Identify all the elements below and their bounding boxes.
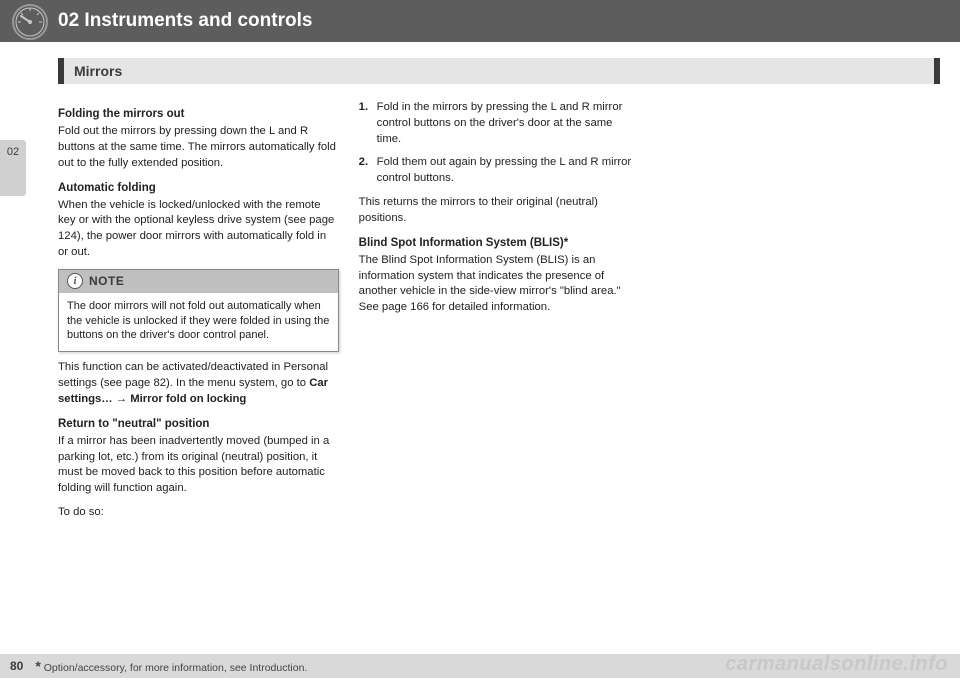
numbered-steps: Fold in the mirrors by pressing the L an… bbox=[359, 100, 640, 187]
note-header: i NOTE bbox=[59, 270, 338, 293]
footnote-text: Option/accessory, for more information, … bbox=[41, 662, 308, 674]
arrow-icon: → bbox=[113, 393, 131, 405]
column-1: Folding the mirrors out Fold out the mir… bbox=[58, 100, 339, 638]
heading-folding-out: Folding the mirrors out bbox=[58, 106, 339, 122]
info-icon: i bbox=[67, 273, 83, 289]
content-columns: Folding the mirrors out Fold out the mir… bbox=[58, 100, 940, 638]
gauge-icon bbox=[10, 2, 50, 42]
page: 02 Instruments and controls Mirrors 02 F… bbox=[0, 0, 960, 678]
page-number: 80 bbox=[10, 659, 23, 673]
note-label: NOTE bbox=[89, 273, 124, 290]
list-item: Fold them out again by pressing the L an… bbox=[359, 155, 640, 187]
list-item: Fold in the mirrors by pressing the L an… bbox=[359, 100, 640, 147]
heading-auto-folding: Automatic folding bbox=[58, 180, 339, 196]
body-text: If a mirror has been inadvertently moved… bbox=[58, 434, 339, 497]
body-text: This returns the mirrors to their origin… bbox=[359, 195, 640, 227]
text-run: This function can be activated/deactivat… bbox=[58, 361, 328, 389]
heading-neutral: Return to "neutral" position bbox=[58, 416, 339, 432]
note-body: The door mirrors will not fold out autom… bbox=[59, 293, 338, 352]
footer-note: * Option/accessory, for more information… bbox=[35, 658, 307, 674]
note-box: i NOTE The door mirrors will not fold ou… bbox=[58, 269, 339, 352]
section-bar: Mirrors bbox=[58, 58, 940, 84]
column-2: Fold in the mirrors by pressing the L an… bbox=[359, 100, 640, 638]
body-text: Fold out the mirrors by pressing down th… bbox=[58, 124, 339, 171]
body-text: The Blind Spot Information System (BLIS)… bbox=[359, 253, 640, 316]
section-title: Mirrors bbox=[74, 63, 122, 79]
column-3 bbox=[659, 100, 940, 638]
watermark: carmanualsonline.info bbox=[725, 653, 948, 676]
menu-path: Mirror fold on locking bbox=[130, 393, 246, 405]
chapter-header: 02 Instruments and controls bbox=[0, 0, 960, 42]
body-text: To do so: bbox=[58, 505, 339, 521]
chapter-side-tab: 02 bbox=[0, 140, 26, 196]
body-text: When the vehicle is locked/unlocked with… bbox=[58, 198, 339, 261]
side-tab-label: 02 bbox=[7, 146, 19, 158]
chapter-title: 02 Instruments and controls bbox=[58, 10, 312, 32]
heading-blis: Blind Spot Information System (BLIS)* bbox=[359, 235, 640, 251]
body-text: This function can be activated/deactivat… bbox=[58, 360, 339, 407]
